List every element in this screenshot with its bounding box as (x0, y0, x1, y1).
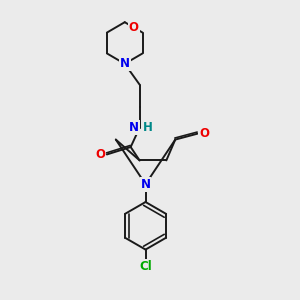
Text: N: N (120, 57, 130, 70)
Text: O: O (129, 21, 139, 34)
Text: Cl: Cl (139, 260, 152, 273)
Text: N: N (129, 121, 139, 134)
Text: O: O (95, 148, 105, 161)
Text: H: H (143, 121, 153, 134)
Text: N: N (140, 178, 151, 191)
Text: O: O (199, 127, 209, 140)
